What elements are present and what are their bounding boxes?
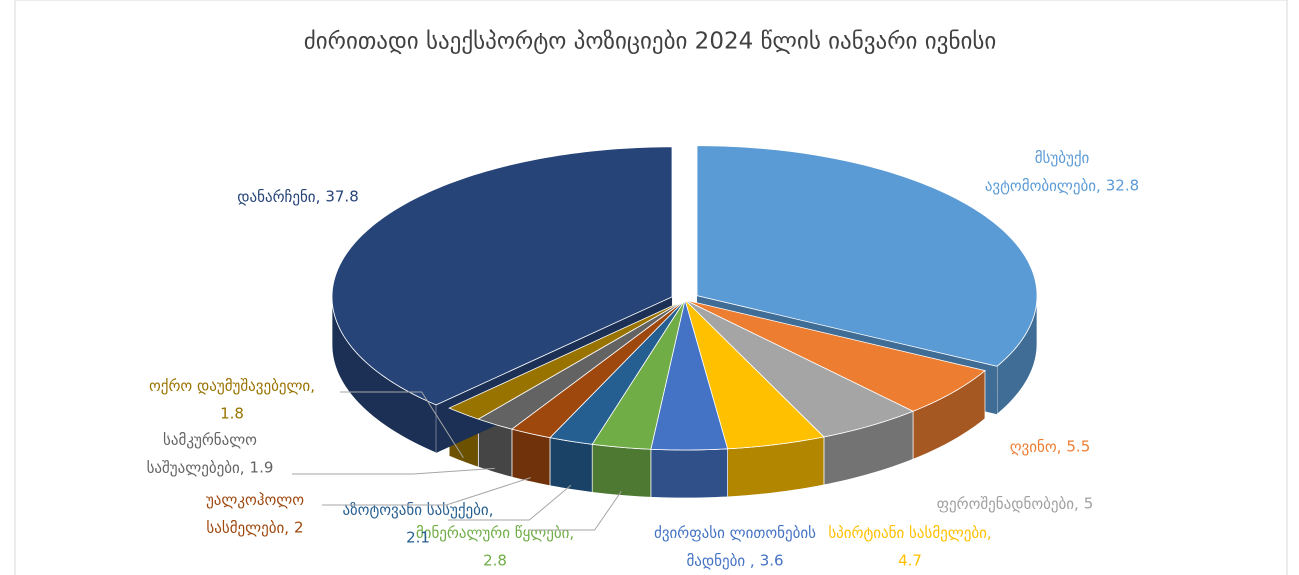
pie-slice [684, 299, 986, 412]
pie-tops [331, 145, 1038, 451]
pie-slice [684, 299, 915, 438]
data-label-value: 5.5 [1066, 438, 1090, 456]
data-label-value: 1.9 [250, 459, 274, 477]
leader-line [448, 484, 572, 521]
pie-slice [591, 299, 686, 450]
data-label-category: სამკურნალო საშუალებები, [147, 431, 258, 477]
pie-slice [549, 299, 686, 445]
pie-slice [684, 298, 825, 450]
data-label-category: სპირტიანი სასმელები, [828, 524, 991, 542]
pie-side [591, 443, 652, 498]
pie-slice [448, 299, 686, 420]
data-label-value: 5 [1084, 495, 1094, 513]
data-label-value: 32.8 [1106, 177, 1139, 195]
chart-frame [14, 0, 1288, 575]
data-label-category: უალკოჰოლო სასმელები, [206, 491, 304, 537]
pie-slice [511, 299, 686, 439]
pie-slice [477, 299, 686, 430]
data-label-category: ღვინო, [1010, 438, 1062, 456]
data-label-value: 2.1 [406, 529, 430, 547]
data-label-value: 2.8 [483, 552, 507, 570]
leader-line [322, 477, 531, 506]
chart-title: ძირითადი საექსპორტო პოზიციები 2024 წლის … [304, 29, 997, 55]
data-label-category: ფეროშენადნობები, [937, 495, 1079, 513]
data-label-category: ოქრო დაუმუშავებელი, [149, 377, 315, 395]
pie-side [511, 428, 551, 487]
data-label-category: დანარჩენი, [237, 188, 320, 206]
data-label-category: მსუბუქი ავტომობილები, [985, 149, 1101, 195]
pie-slice [650, 299, 729, 451]
pie-slice [331, 146, 673, 406]
data-label-value: 1.8 [220, 405, 244, 423]
data-label-value: 4.7 [898, 552, 922, 570]
data-label-category: აზოტოვანი სასუქები, [343, 501, 494, 519]
pie-side [549, 437, 593, 493]
data-label-value: 2 [294, 519, 304, 537]
data-label-category: მინერალური წყლები, [416, 524, 574, 542]
leader-line [528, 491, 622, 531]
pie-slice [696, 145, 1038, 367]
pie-side [650, 448, 728, 499]
leader-line [292, 467, 495, 475]
data-label-value: 37.8 [325, 188, 358, 206]
data-label-category: ძვირფასი ლითონების მადნები , [654, 524, 816, 570]
data-label-value: 3.6 [760, 552, 784, 570]
leader-line [340, 391, 464, 459]
